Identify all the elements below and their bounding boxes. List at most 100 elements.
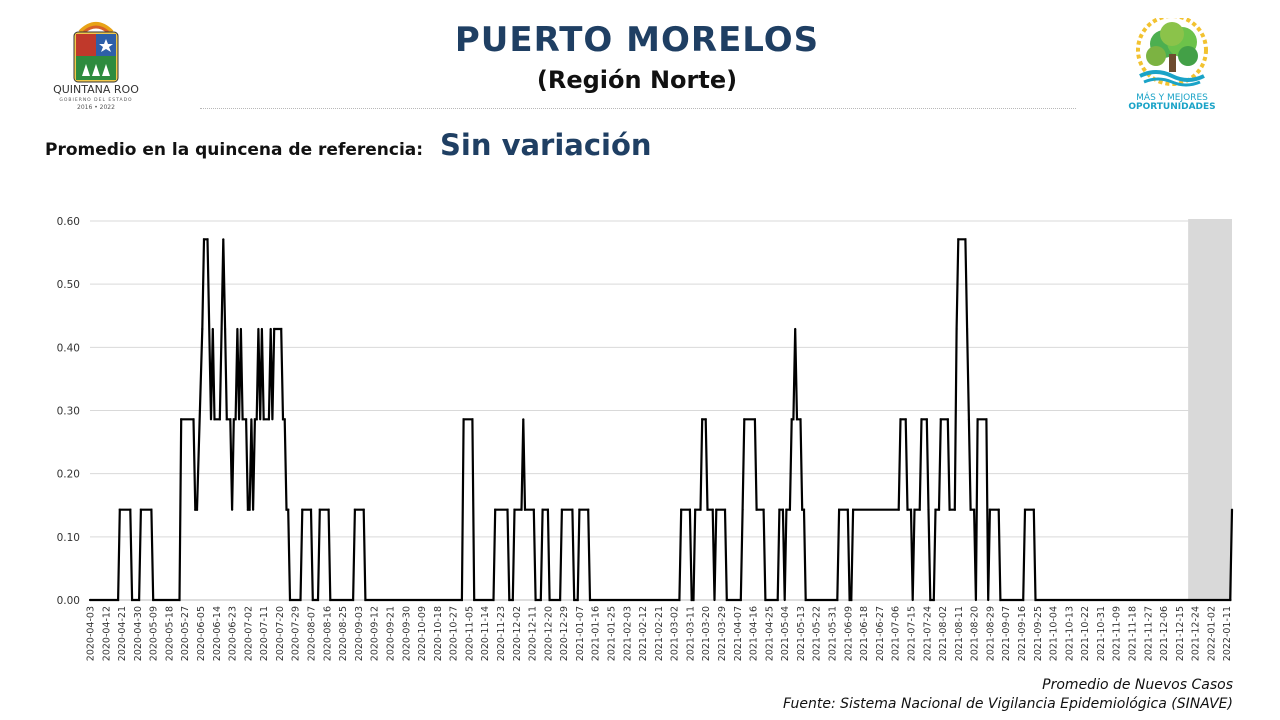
x-tick-label: 2021-03-11 <box>685 606 696 661</box>
data-point <box>836 598 839 602</box>
data-point <box>929 598 932 602</box>
data-point <box>997 508 1000 511</box>
data-point <box>678 598 681 602</box>
data-point <box>955 327 958 331</box>
y-tick-label: 0.40 <box>57 342 80 354</box>
x-tick-label: 2022-01-11 <box>1222 606 1233 661</box>
data-point <box>511 598 514 602</box>
x-tick-label: 2021-05-04 <box>780 606 791 661</box>
x-tick-label: 2020-09-03 <box>354 606 365 661</box>
x-tick-label: 2020-12-11 <box>528 606 539 661</box>
data-point <box>560 508 564 511</box>
data-point <box>508 598 511 602</box>
x-tick-label: 2021-03-02 <box>670 606 681 661</box>
data-point <box>794 327 797 331</box>
data-point <box>762 508 765 511</box>
data-point <box>899 418 902 421</box>
x-tick-label: 2020-07-20 <box>275 606 286 661</box>
data-point <box>473 598 476 602</box>
x-tick-label: 2021-07-15 <box>906 606 917 661</box>
data-point <box>792 418 795 421</box>
data-point <box>259 418 262 421</box>
data-point <box>934 508 937 511</box>
data-point <box>848 598 851 602</box>
x-tick-label: 2021-01-25 <box>607 606 618 661</box>
x-tick-label: 2021-03-29 <box>717 606 728 661</box>
x-tick-label: 2020-04-21 <box>117 606 128 661</box>
data-point <box>725 598 728 602</box>
data-point <box>532 508 535 511</box>
data-point <box>973 508 976 511</box>
data-point <box>224 327 227 331</box>
data-point <box>739 598 742 602</box>
data-point <box>209 418 213 421</box>
x-tick-label: 2021-05-22 <box>812 606 823 661</box>
data-point <box>701 418 704 421</box>
y-tick-label: 0.10 <box>57 532 80 544</box>
x-tick-label: 2021-09-07 <box>1001 606 1012 661</box>
x-tick-label: 2021-03-20 <box>701 606 712 661</box>
y-tick-label: 0.20 <box>57 469 80 481</box>
data-point <box>578 508 581 511</box>
x-tick-label: 2020-05-09 <box>149 606 160 661</box>
x-tick-label: 2020-09-21 <box>385 606 396 661</box>
x-tick-label: 2020-05-18 <box>164 606 175 661</box>
data-point <box>804 598 807 602</box>
data-point <box>299 598 302 602</box>
x-tick-label: 2020-06-05 <box>196 606 207 661</box>
x-tick-label: 2020-12-20 <box>543 606 554 661</box>
data-point <box>117 598 120 602</box>
data-point <box>932 598 935 602</box>
data-point <box>801 508 804 511</box>
data-point <box>283 418 286 421</box>
x-tick-label: 2020-10-09 <box>417 606 428 661</box>
x-tick-label: 2021-11-27 <box>1143 606 1154 661</box>
x-tick-label: 2020-04-12 <box>101 606 112 661</box>
data-point <box>311 598 314 602</box>
data-point <box>213 418 216 421</box>
data-point <box>1229 598 1232 602</box>
x-tick-label: 2020-11-23 <box>496 606 507 661</box>
header-divider <box>200 108 1076 109</box>
data-point <box>790 418 793 421</box>
data-point <box>285 508 288 511</box>
data-point <box>715 508 718 511</box>
data-point <box>353 508 356 511</box>
data-point <box>778 508 781 511</box>
data-point <box>267 418 270 421</box>
data-point <box>539 598 542 602</box>
data-point <box>194 508 197 511</box>
data-point <box>192 418 195 421</box>
x-tick-label: 2021-02-03 <box>622 606 633 661</box>
data-point <box>776 598 779 602</box>
x-tick-label: 2021-04-16 <box>749 606 760 661</box>
x-tick-label: 2022-01-02 <box>1206 606 1217 661</box>
data-point <box>131 598 134 602</box>
data-point <box>236 327 239 331</box>
data-point <box>988 508 992 511</box>
data-point <box>846 508 849 511</box>
tree-icon <box>1136 18 1208 87</box>
data-point <box>1022 598 1025 602</box>
data-point <box>138 598 141 602</box>
data-point <box>559 598 562 602</box>
data-point <box>743 418 746 421</box>
data-point <box>964 238 967 241</box>
x-tick-label: 2021-12-24 <box>1191 606 1202 661</box>
x-tick-label: 2021-10-04 <box>1049 606 1060 661</box>
data-point <box>783 598 786 602</box>
x-tick-label: 2020-08-07 <box>307 606 318 661</box>
data-point <box>999 598 1002 602</box>
data-point <box>271 418 274 421</box>
source-footnote: Fuente: Sistema Nacional de Vigilancia E… <box>783 696 1233 712</box>
reference-label: Promedio en la quincena de referencia: <box>45 140 424 160</box>
data-point <box>1032 508 1035 511</box>
x-tick-label: 2020-07-02 <box>243 606 254 661</box>
data-point <box>280 327 283 331</box>
data-point <box>546 508 550 511</box>
data-point <box>180 418 183 421</box>
data-point <box>576 598 579 602</box>
quintana-roo-logo-name: QUINTANA ROO <box>53 83 139 96</box>
data-point <box>925 418 928 421</box>
data-point <box>753 418 757 421</box>
